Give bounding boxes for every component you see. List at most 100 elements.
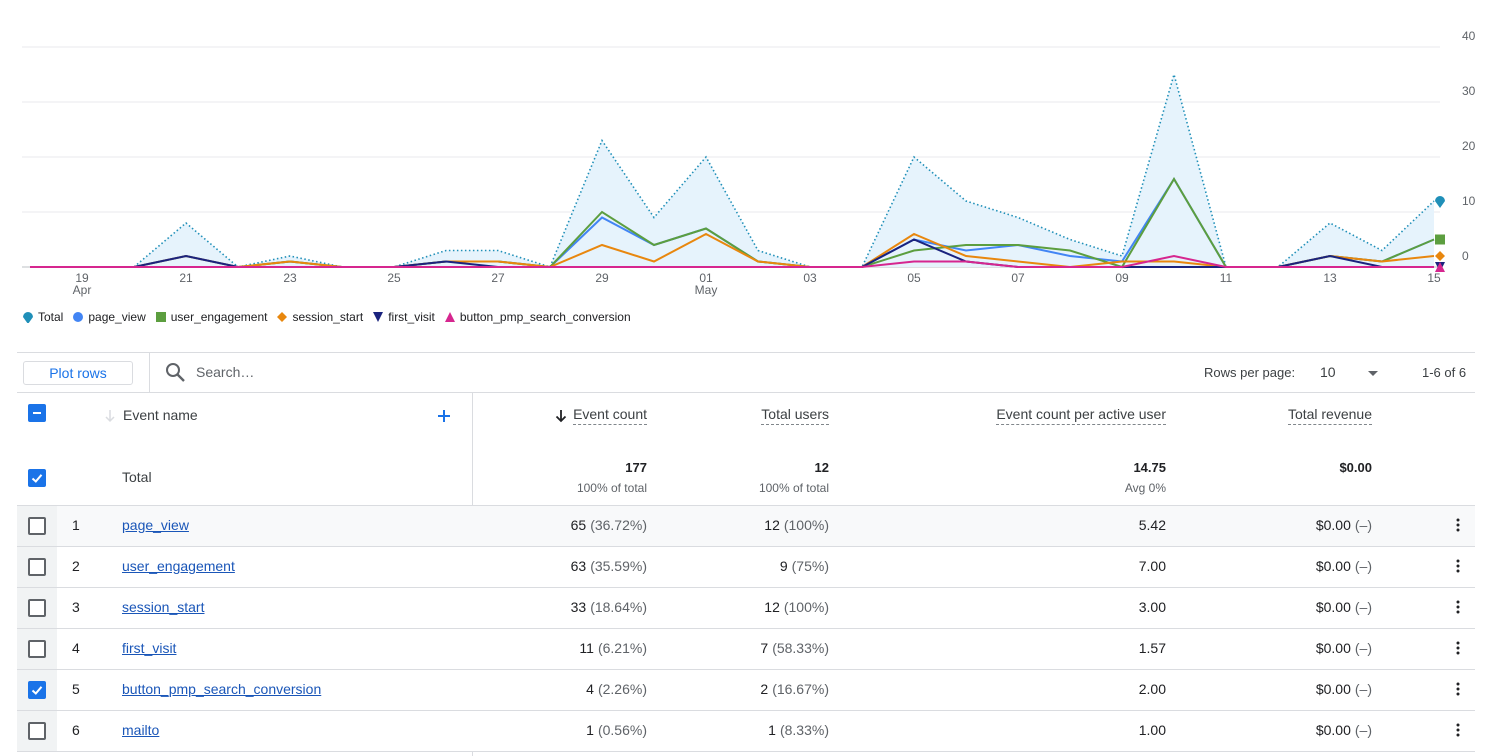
row-checkbox[interactable]	[28, 599, 46, 617]
cell-percent: (–)	[1354, 517, 1372, 533]
cell-value: 2.00	[1138, 681, 1166, 697]
row-bg	[17, 547, 1475, 587]
row-menu[interactable]	[1455, 518, 1461, 532]
legend-item[interactable]: page_view	[72, 310, 146, 324]
cell-value: 1	[768, 722, 776, 738]
cell-percent: (58.33%)	[772, 640, 829, 656]
column-header-cell[interactable]: Total users	[761, 406, 829, 425]
cell-value: 7	[760, 640, 769, 656]
cell-percent: (75%)	[791, 558, 829, 574]
select-all-checkbox[interactable]	[28, 404, 46, 422]
total-note: Avg 0%	[1124, 481, 1166, 495]
row-menu[interactable]	[1455, 600, 1461, 614]
column-header-cell[interactable]: Event count	[555, 406, 647, 425]
y-tick-label: 20	[1462, 139, 1476, 153]
cell-percent: (6.21%)	[597, 640, 647, 656]
legend-item[interactable]: Total	[22, 310, 63, 324]
legend-item[interactable]: button_pmp_search_conversion	[444, 310, 631, 324]
x-tick-label: 15	[1427, 271, 1441, 285]
event-link[interactable]: mailto	[122, 722, 160, 738]
cell-percent: (–)	[1354, 558, 1372, 574]
cell-value: 65	[570, 517, 587, 533]
row-checkbox[interactable]	[28, 558, 46, 576]
column-header: Total revenue	[1287, 406, 1372, 425]
row-checkbox[interactable]	[28, 640, 46, 658]
divider	[17, 669, 1475, 670]
cell: 5.42	[1139, 517, 1166, 533]
legend-label: session_start	[292, 310, 364, 324]
total-value: $0.00	[1339, 460, 1372, 475]
x-tick-label: 11	[1220, 271, 1233, 285]
x-tick-label: 03	[803, 271, 817, 285]
y-tick-label: 10	[1462, 194, 1476, 208]
cell-value: 7.00	[1138, 558, 1166, 574]
cell: $0.00 (–)	[1316, 681, 1372, 697]
cell-percent: (36.72%)	[590, 517, 647, 533]
cell-value: 2	[760, 681, 769, 697]
chart: 0102030405019Apr212325272901May030507091…	[22, 29, 1476, 297]
plot-rows-button[interactable]: Plot rows	[23, 361, 133, 385]
cell: 12 (100%)	[764, 599, 829, 615]
event-link[interactable]: page_view	[122, 517, 189, 533]
x-tick-label: 21	[179, 271, 193, 285]
x-tick-label: 05	[907, 271, 921, 285]
legend-item[interactable]: first_visit	[372, 310, 435, 324]
cell-percent: (–)	[1354, 681, 1372, 697]
divider	[17, 505, 1475, 506]
divider	[17, 392, 1475, 393]
total-value: 12	[814, 460, 829, 475]
legend-label: button_pmp_search_conversion	[459, 310, 631, 324]
cell-percent: (–)	[1354, 722, 1372, 738]
row-menu[interactable]	[1455, 559, 1461, 573]
cell: $0.00 (–)	[1316, 722, 1372, 738]
row-bg	[17, 629, 1475, 669]
dropdown-arrow[interactable]	[1367, 370, 1379, 378]
row-checkbox[interactable]	[28, 469, 46, 487]
legend-item[interactable]: user_engagement	[155, 310, 267, 324]
rows-per-page-select[interactable]: 10	[1320, 364, 1336, 380]
legend-symbol	[23, 312, 33, 323]
event-link[interactable]: user_engagement	[122, 558, 235, 574]
column-header[interactable]: Event name	[123, 407, 198, 423]
cell-value: $0.00	[1315, 722, 1351, 738]
row-menu[interactable]	[1455, 641, 1461, 655]
event-link[interactable]: button_pmp_search_conversion	[122, 681, 322, 697]
row-menu[interactable]	[1455, 682, 1461, 696]
legend-marker	[277, 312, 288, 322]
legend-label: page_view	[88, 310, 146, 324]
row-bg	[17, 506, 1475, 546]
cell-percent: (2.26%)	[597, 681, 647, 697]
divider	[17, 628, 1475, 629]
sort-arrow	[555, 409, 567, 422]
cell-value: 4	[586, 681, 594, 697]
cell: 4 (2.26%)	[586, 681, 647, 697]
column-header-cell[interactable]: Event count per active user	[996, 406, 1166, 425]
row-checkbox[interactable]	[28, 722, 46, 740]
row-checkbox[interactable]	[28, 681, 46, 699]
x-month-label: Apr	[73, 283, 92, 297]
total-value: 177	[625, 460, 647, 475]
legend-item[interactable]: session_start	[276, 310, 363, 324]
rows-per-page-label: Rows per page:	[1204, 365, 1296, 380]
add-dimension-button[interactable]	[437, 409, 451, 423]
cell: 2 (16.67%)	[760, 681, 829, 697]
legend-marker	[23, 312, 33, 323]
total-value: 14.75	[1133, 460, 1166, 475]
rank: 1	[72, 517, 80, 533]
column-header-cell[interactable]: Total revenue	[1287, 406, 1372, 425]
cell-value: 3.00	[1138, 599, 1166, 615]
cell-value: 1.57	[1138, 640, 1166, 656]
row-menu[interactable]	[1455, 723, 1461, 737]
row-checkbox[interactable]	[28, 517, 46, 535]
cell-value: 1	[586, 722, 594, 738]
search-input[interactable]: Search…	[196, 364, 255, 380]
line	[30, 232, 1435, 269]
event-link[interactable]: first_visit	[122, 640, 177, 656]
cell: 1 (0.56%)	[586, 722, 647, 738]
cell-value: 1.00	[1138, 722, 1166, 738]
event-link[interactable]: session_start	[122, 599, 205, 615]
legend-symbol	[444, 312, 455, 322]
y-tick-label: 40	[1462, 29, 1476, 43]
rank: 5	[72, 681, 80, 697]
